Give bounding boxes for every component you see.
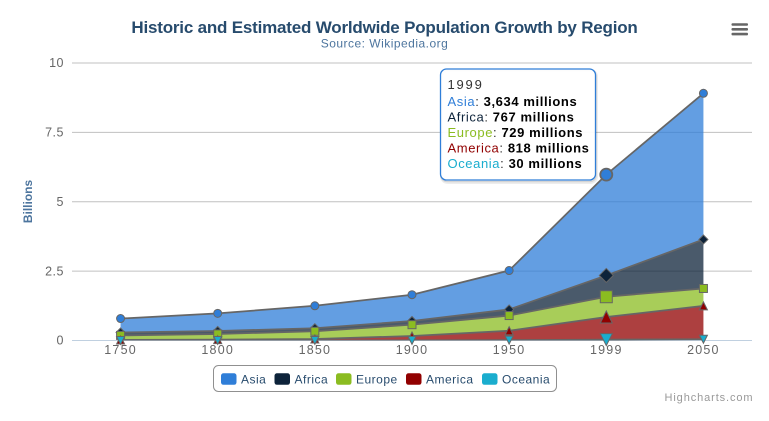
- svg-text:Source: Wikipedia.org: Source: Wikipedia.org: [321, 37, 448, 51]
- svg-text:1850: 1850: [299, 343, 332, 357]
- svg-text:10: 10: [49, 56, 64, 70]
- svg-text:Billions: Billions: [21, 180, 35, 224]
- svg-text:America: 818 millions: America: 818 millions: [448, 141, 590, 156]
- svg-text:Africa: 767 millions: Africa: 767 millions: [448, 110, 575, 125]
- svg-text:Europe: Europe: [356, 372, 398, 386]
- svg-text:Oceania: 30 millions: Oceania: 30 millions: [448, 156, 583, 171]
- svg-text:1750: 1750: [104, 343, 137, 357]
- svg-text:Europe: 729 millions: Europe: 729 millions: [448, 125, 584, 140]
- svg-text:1999: 1999: [448, 77, 484, 92]
- svg-text:America: America: [426, 372, 474, 386]
- svg-text:2.5: 2.5: [45, 264, 64, 278]
- svg-text:0: 0: [57, 334, 64, 348]
- svg-text:Africa: Africa: [295, 372, 329, 386]
- svg-text:1950: 1950: [493, 343, 526, 357]
- svg-text:1800: 1800: [201, 343, 234, 357]
- svg-text:Asia: Asia: [241, 372, 266, 386]
- svg-text:2050: 2050: [687, 343, 720, 357]
- svg-text:Highcharts.com: Highcharts.com: [664, 392, 753, 404]
- svg-text:Historic and Estimated Worldwi: Historic and Estimated Worldwide Populat…: [131, 18, 637, 37]
- svg-text:Oceania: Oceania: [502, 372, 550, 386]
- svg-text:Asia: 3,634 millions: Asia: 3,634 millions: [448, 94, 578, 109]
- svg-text:1900: 1900: [396, 343, 429, 357]
- svg-text:1999: 1999: [590, 343, 623, 357]
- svg-text:7.5: 7.5: [45, 126, 64, 140]
- svg-text:5: 5: [57, 195, 64, 209]
